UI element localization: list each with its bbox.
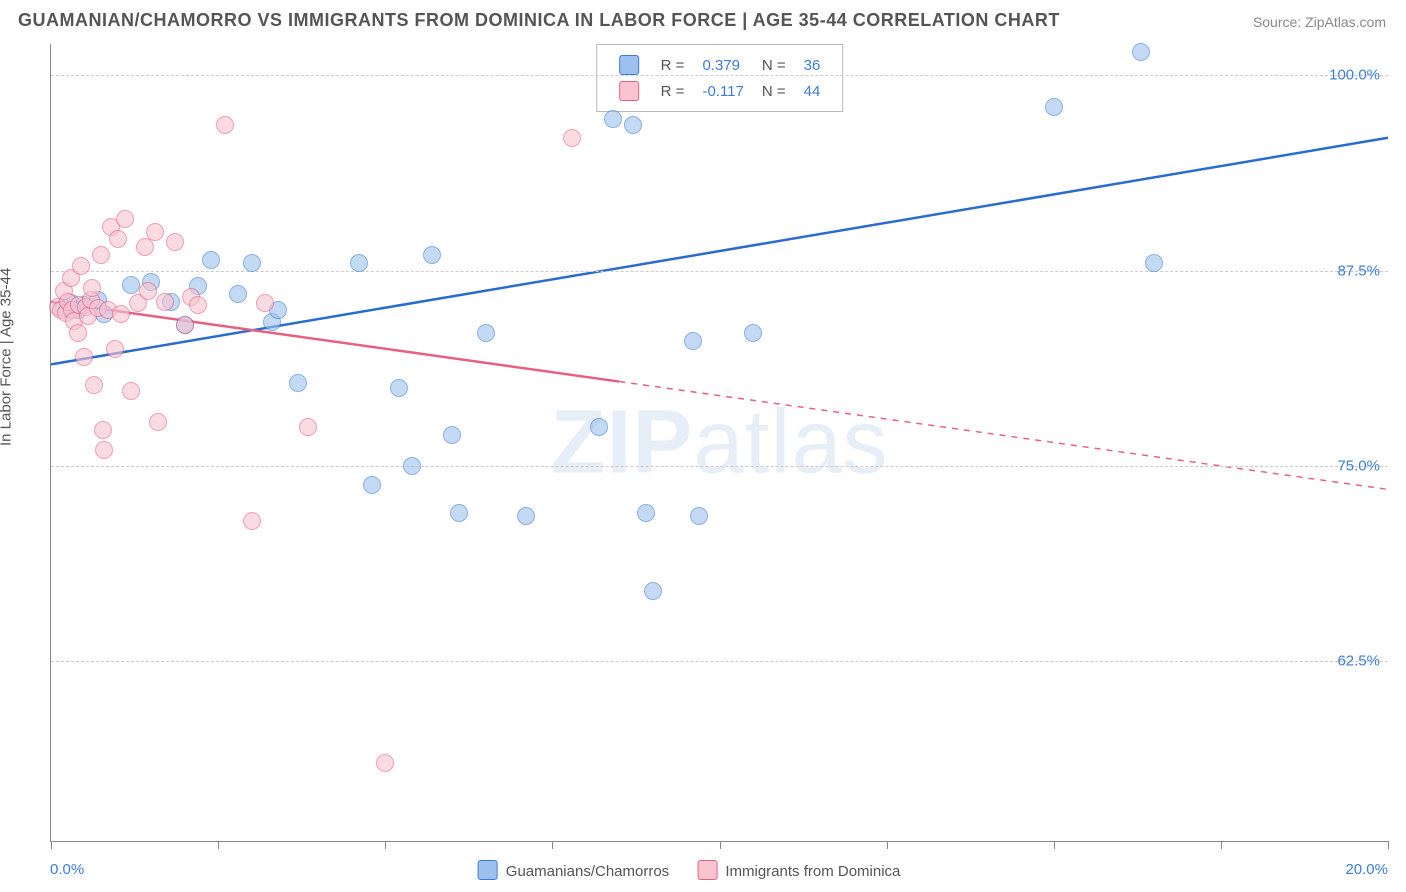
correlation-row: R =0.379N =36 xyxy=(611,53,829,77)
scatter-point xyxy=(156,293,174,311)
y-tick-label: 100.0% xyxy=(1329,67,1380,84)
scatter-point xyxy=(256,294,274,312)
scatter-point xyxy=(243,254,261,272)
legend-label: Guamanians/Chamorros xyxy=(506,863,669,880)
correlation-row: R =-0.117N =44 xyxy=(611,79,829,103)
legend-item: Guamanians/Chamorros xyxy=(478,863,670,880)
scatter-point xyxy=(1045,98,1063,116)
trend-line-dashed xyxy=(619,382,1388,490)
scatter-point xyxy=(376,754,394,772)
scatter-point xyxy=(644,582,662,600)
scatter-point xyxy=(299,418,317,436)
scatter-point xyxy=(106,340,124,358)
scatter-point xyxy=(139,282,157,300)
scatter-point xyxy=(116,210,134,228)
r-label: R = xyxy=(653,53,693,77)
series-legend: Guamanians/Chamorros Immigrants from Dom… xyxy=(478,860,929,880)
scatter-point xyxy=(604,110,622,128)
scatter-point xyxy=(94,421,112,439)
scatter-point xyxy=(684,332,702,350)
n-label: N = xyxy=(754,79,794,103)
r-value: 0.379 xyxy=(694,53,751,77)
trend-line xyxy=(51,138,1388,365)
r-value: -0.117 xyxy=(694,79,751,103)
x-tick xyxy=(1054,841,1055,849)
scatter-point xyxy=(229,285,247,303)
scatter-point xyxy=(390,379,408,397)
scatter-point xyxy=(85,376,103,394)
gridline xyxy=(51,661,1388,662)
scatter-point xyxy=(443,426,461,444)
scatter-point xyxy=(75,348,93,366)
legend-item: Immigrants from Dominica xyxy=(697,863,900,880)
legend-swatch xyxy=(478,860,498,880)
scatter-point xyxy=(166,233,184,251)
gridline xyxy=(51,75,1388,76)
trend-lines-layer xyxy=(51,44,1388,841)
legend-label: Immigrants from Dominica xyxy=(725,863,900,880)
n-value: 44 xyxy=(796,79,829,103)
scatter-point xyxy=(122,382,140,400)
x-tick xyxy=(1388,841,1389,849)
scatter-point xyxy=(202,251,220,269)
scatter-point xyxy=(289,374,307,392)
source-attribution: Source: ZipAtlas.com xyxy=(1253,14,1386,30)
x-tick xyxy=(1221,841,1222,849)
scatter-point xyxy=(350,254,368,272)
n-value: 36 xyxy=(796,53,829,77)
y-axis-title: In Labor Force | Age 35-44 xyxy=(0,268,15,446)
trend-line xyxy=(51,302,619,382)
correlation-legend: R =0.379N =36R =-0.117N =44 xyxy=(596,44,844,112)
x-tick xyxy=(218,841,219,849)
scatter-point xyxy=(149,413,167,431)
gridline xyxy=(51,466,1388,467)
y-tick-label: 87.5% xyxy=(1337,262,1380,279)
scatter-point xyxy=(363,476,381,494)
scatter-point xyxy=(744,324,762,342)
scatter-point xyxy=(92,246,110,264)
scatter-point xyxy=(112,305,130,323)
x-axis-max-label: 20.0% xyxy=(1345,861,1388,878)
scatter-point xyxy=(624,116,642,134)
y-tick-label: 62.5% xyxy=(1337,653,1380,670)
scatter-point xyxy=(477,324,495,342)
scatter-point xyxy=(72,257,90,275)
scatter-point xyxy=(83,279,101,297)
n-label: N = xyxy=(754,53,794,77)
scatter-point xyxy=(95,441,113,459)
scatter-point xyxy=(69,324,87,342)
x-tick xyxy=(552,841,553,849)
chart-title: GUAMANIAN/CHAMORRO VS IMMIGRANTS FROM DO… xyxy=(18,10,1060,31)
x-tick xyxy=(887,841,888,849)
scatter-point xyxy=(590,418,608,436)
scatter-point xyxy=(136,238,154,256)
x-tick xyxy=(720,841,721,849)
x-axis-min-label: 0.0% xyxy=(50,861,84,878)
scatter-point xyxy=(690,507,708,525)
y-tick-label: 75.0% xyxy=(1337,457,1380,474)
chart-plot-area: ZIPatlas R =0.379N =36R =-0.117N =44 62.… xyxy=(50,44,1388,842)
scatter-point xyxy=(450,504,468,522)
watermark: ZIPatlas xyxy=(550,391,888,494)
scatter-point xyxy=(403,457,421,475)
legend-swatch xyxy=(619,55,639,75)
scatter-point xyxy=(122,276,140,294)
scatter-point xyxy=(1132,43,1150,61)
scatter-point xyxy=(637,504,655,522)
scatter-point xyxy=(423,246,441,264)
scatter-point xyxy=(1145,254,1163,272)
r-label: R = xyxy=(653,79,693,103)
scatter-point xyxy=(109,230,127,248)
legend-swatch xyxy=(619,81,639,101)
x-tick xyxy=(385,841,386,849)
scatter-point xyxy=(189,296,207,314)
legend-swatch xyxy=(697,860,717,880)
scatter-point xyxy=(563,129,581,147)
scatter-point xyxy=(517,507,535,525)
scatter-point xyxy=(243,512,261,530)
scatter-point xyxy=(216,116,234,134)
scatter-point xyxy=(176,316,194,334)
scatter-point xyxy=(146,223,164,241)
x-tick xyxy=(51,841,52,849)
